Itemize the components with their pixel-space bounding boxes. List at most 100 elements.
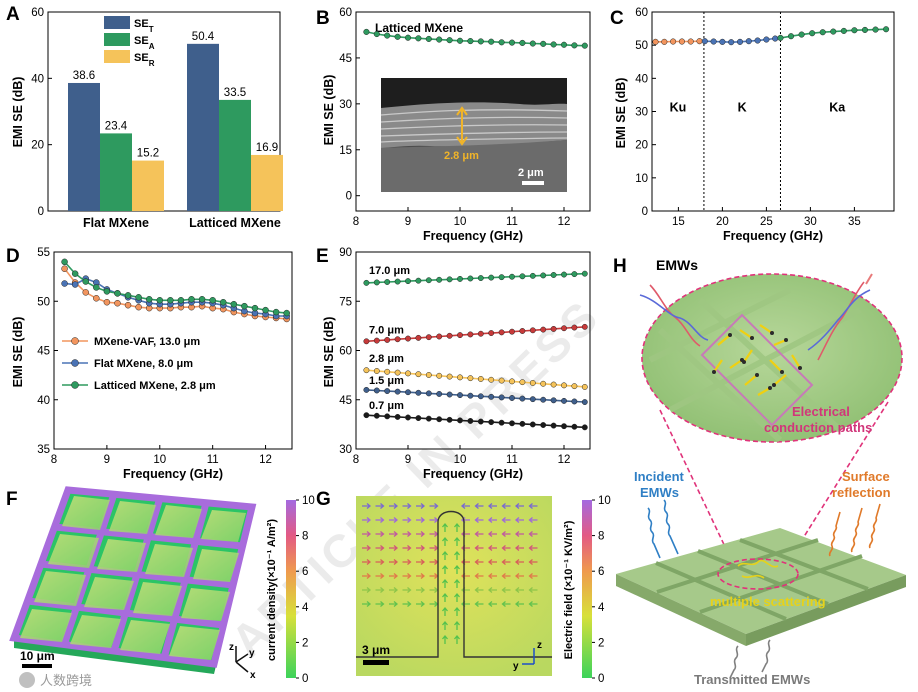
field-arrow <box>402 587 412 593</box>
field-arrow <box>442 564 448 574</box>
field-arrow <box>454 564 460 574</box>
scale-bar-g <box>363 660 389 665</box>
data-point <box>763 36 770 43</box>
data-point <box>219 298 227 306</box>
field-arrow <box>416 531 426 537</box>
series-label: 7.0 μm <box>369 324 404 336</box>
sem-scale-bar <box>522 181 544 185</box>
data-point <box>540 422 547 428</box>
field-arrow <box>501 559 511 565</box>
data-point <box>498 419 505 426</box>
data-point <box>736 38 744 45</box>
x-axis-label: Frequency (GHz) <box>423 467 523 481</box>
y-tick-label: 0 <box>642 206 648 218</box>
field-arrow <box>375 531 385 537</box>
field-arrow <box>416 503 426 509</box>
data-point <box>394 278 401 285</box>
data-point <box>840 27 847 34</box>
field-arrow <box>362 545 372 551</box>
data-point <box>436 333 443 340</box>
field-arrow <box>474 587 484 593</box>
data-point <box>561 397 567 404</box>
y-tick-label: 30 <box>339 444 352 456</box>
field-arrow <box>389 587 399 593</box>
data-point <box>251 304 259 312</box>
data-point <box>687 38 694 45</box>
conduction-arrow-head <box>768 386 772 390</box>
data-point <box>405 278 411 285</box>
data-point <box>373 368 380 374</box>
data-point <box>777 34 784 41</box>
data-point <box>488 419 495 426</box>
colorbar-tick-label: 10 <box>598 495 611 507</box>
data-point <box>272 308 280 316</box>
data-point <box>373 279 380 286</box>
y-tick-label: 75 <box>339 296 352 308</box>
legend-label: MXene-VAF, 13.0 μm <box>94 336 200 348</box>
scattering-ellipse <box>717 558 799 590</box>
data-point <box>830 28 837 35</box>
x-tick-label: 10 <box>153 454 166 466</box>
field-arrow <box>514 573 524 579</box>
data-point <box>93 295 100 302</box>
field-arrow <box>528 559 538 565</box>
data-point <box>529 40 536 47</box>
slit-outline <box>356 510 552 658</box>
series-label: 17.0 μm <box>369 265 410 277</box>
bar <box>132 160 164 211</box>
data-point <box>819 29 826 36</box>
x-axis-label: Frequency (GHz) <box>723 229 823 243</box>
scattering-path <box>737 559 779 579</box>
data-point <box>529 396 536 403</box>
sem-scale-label: 2 μm <box>518 167 544 179</box>
bar-value-label: 23.4 <box>105 120 128 132</box>
svg-text:z: z <box>229 642 234 653</box>
data-point <box>571 271 578 278</box>
colorbar-tick-label: 8 <box>598 531 604 543</box>
colorbar-tick-label: 8 <box>302 531 308 543</box>
colorbar-tick-label: 10 <box>302 495 315 507</box>
series-line <box>366 326 585 343</box>
data-point <box>696 38 703 45</box>
x-tick-label: 30 <box>804 216 817 228</box>
data-point <box>167 297 174 304</box>
panel-label-d: D <box>6 246 20 267</box>
data-point <box>436 372 443 379</box>
data-point <box>425 415 432 422</box>
y-tick-label: 40 <box>635 73 648 85</box>
x-tick-label: 9 <box>405 216 411 228</box>
band-label: Ka <box>829 101 846 115</box>
data-point <box>405 389 411 396</box>
data-point <box>661 38 668 45</box>
conduction-arrow <box>759 324 773 334</box>
field-map <box>356 496 552 676</box>
conduction-arrow-head <box>750 336 754 340</box>
ylabel-a: EMI SE (dB) <box>11 77 25 148</box>
surface-label-1: Surface <box>842 469 890 484</box>
x-tick-label: 12 <box>259 454 272 466</box>
data-point <box>446 276 453 283</box>
data-point <box>415 277 422 284</box>
legend-label: SEA <box>134 35 155 51</box>
field-arrow <box>454 634 460 644</box>
ylabel-b: EMI SE (dB) <box>322 75 336 146</box>
incident-label-1: Incident <box>634 469 685 484</box>
data-point <box>61 258 68 266</box>
conduction-arrow <box>713 359 723 373</box>
data-point <box>114 290 121 297</box>
axis-triad-g: z y <box>513 640 542 672</box>
data-point <box>488 330 495 337</box>
legend-marker <box>71 337 79 345</box>
data-point <box>581 42 588 49</box>
surface-label-2: reflection <box>832 485 891 500</box>
x-tick-label: 8 <box>353 454 359 466</box>
y-tick-label: 35 <box>37 444 50 456</box>
data-point <box>93 284 100 291</box>
data-point <box>519 379 526 386</box>
data-point <box>415 35 422 42</box>
data-point <box>529 272 536 279</box>
svg-text:y: y <box>513 661 519 672</box>
colorbar-tick-label: 2 <box>302 637 308 649</box>
panel-label-f: F <box>6 489 18 510</box>
data-point <box>809 30 816 37</box>
